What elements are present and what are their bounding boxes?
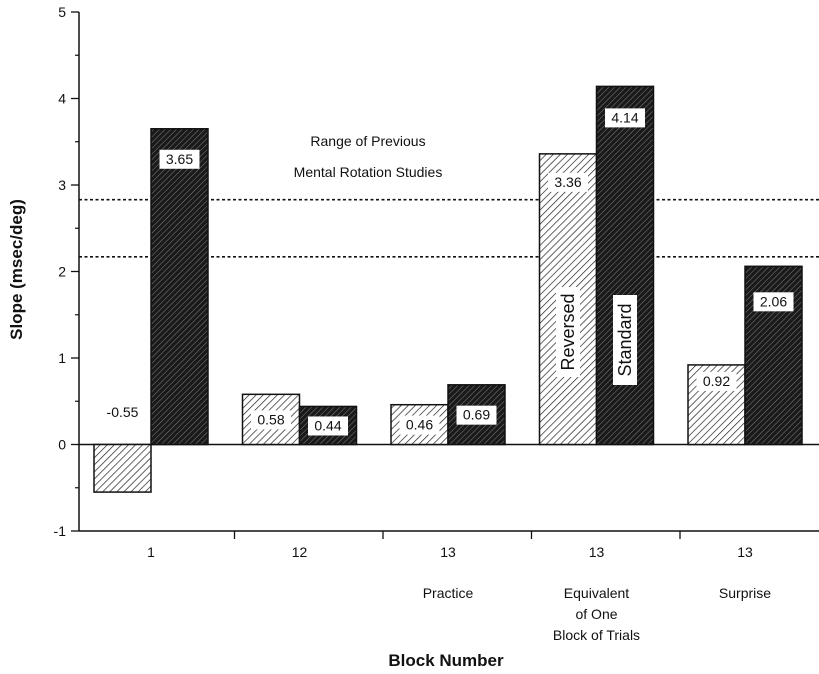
value-label: 0.46 (406, 417, 433, 433)
bar-standard (595, 85, 655, 446)
category-sublabel: Block of Trials (553, 627, 640, 643)
series-name-standard: Standard (615, 303, 635, 376)
value-label-box (548, 172, 588, 192)
value-label-box (159, 149, 200, 169)
value-label: 2.06 (760, 293, 787, 309)
y-tick-label: 5 (58, 4, 66, 20)
y-axis-title: Slope (msec/deg) (7, 199, 26, 340)
value-label: 0.69 (463, 407, 490, 423)
value-label: -0.55 (107, 404, 139, 420)
value-label-box (251, 410, 291, 430)
category-label: 13 (737, 544, 753, 560)
reference-annotation: Range of Previous (310, 133, 425, 149)
category-label: 12 (292, 544, 308, 560)
y-tick-label: 4 (58, 91, 66, 107)
category-label: 13 (589, 544, 605, 560)
value-label-box (696, 371, 737, 391)
category-sublabel: Equivalent (564, 585, 629, 601)
x-axis-title: Block Number (388, 651, 504, 670)
category-label: 13 (440, 544, 456, 560)
series-tag-box (613, 295, 637, 385)
y-tick-label: 1 (58, 350, 66, 366)
value-label: 3.36 (554, 174, 581, 190)
y-tick-label: 2 (58, 264, 66, 280)
value-label-box (308, 416, 348, 436)
value-label: 3.65 (166, 151, 193, 167)
value-label-box (753, 292, 794, 312)
category-sublabel: of One (575, 606, 617, 622)
y-tick-label: 0 (58, 437, 66, 453)
bar-reversed (93, 443, 152, 493)
category-sublabel: Practice (423, 585, 474, 601)
bars (93, 85, 803, 493)
value-label-box (456, 405, 497, 425)
value-label-box (399, 415, 440, 435)
bar-standard (150, 128, 209, 446)
y-tick-label: -1 (54, 523, 67, 539)
series-tag-box (556, 287, 580, 377)
value-label-box (605, 108, 645, 128)
category-label: 1 (147, 544, 155, 560)
category-sublabel: Surprise (719, 585, 771, 601)
series-name-reversed: Reversed (558, 293, 578, 370)
y-tick-label: 3 (58, 177, 66, 193)
value-label: 0.92 (703, 373, 730, 389)
reference-annotation: Mental Rotation Studies (294, 164, 443, 180)
value-label: 4.14 (611, 109, 638, 125)
value-label: 0.44 (314, 417, 341, 433)
value-label: 0.58 (257, 411, 284, 427)
